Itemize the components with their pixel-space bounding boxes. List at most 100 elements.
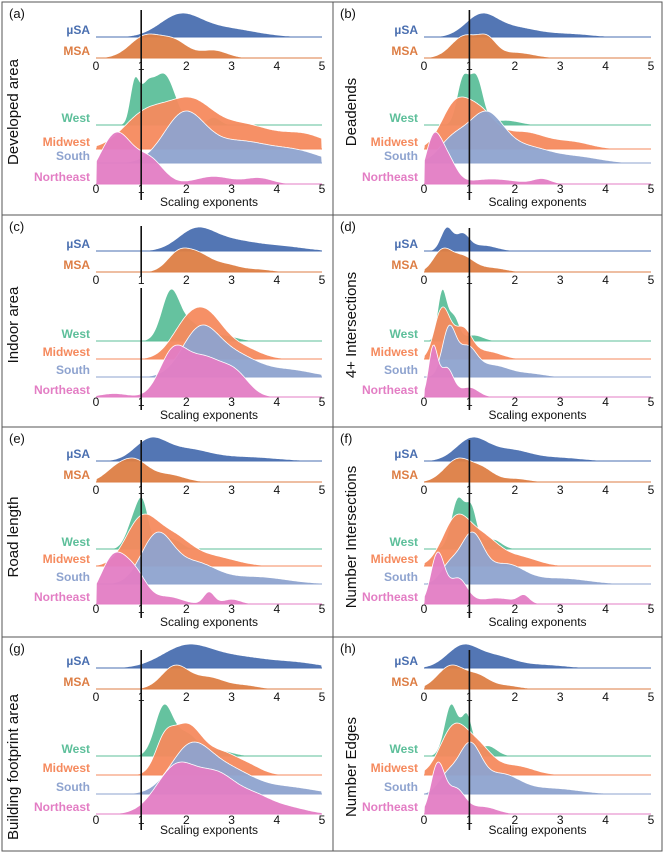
panel-e: (e) Road length µSA MSA West Midwest South Nort…: [1, 426, 334, 638]
tick-label-top: 3: [228, 59, 235, 73]
series-label-south: South: [56, 363, 90, 377]
tick-label-bottom: 2: [183, 395, 190, 409]
tick-label-bottom: 5: [319, 182, 326, 196]
tick-label-bottom: 2: [183, 602, 190, 616]
ridge-south: [423, 110, 651, 164]
tick-label-top: 4: [273, 273, 280, 287]
tick-label-bottom: 2: [511, 813, 518, 827]
panel-tag: (b): [340, 6, 356, 21]
ridge-msa: [423, 457, 651, 483]
series-label-northeast: Northeast: [362, 800, 418, 814]
series-label-west: West: [390, 111, 418, 125]
tick-label-bottom: 0: [421, 182, 428, 196]
x-axis-label: Scaling exponents: [488, 615, 586, 629]
series-label-west: West: [62, 742, 90, 756]
series-label-usa: µSA: [66, 447, 90, 461]
series-label-west: West: [390, 742, 418, 756]
tick-label-top: 3: [557, 690, 564, 704]
tick-label-bottom: 4: [273, 395, 280, 409]
series-label-usa: µSA: [66, 654, 90, 668]
ridge-usa: [422, 436, 651, 462]
tick-label-bottom: 3: [228, 813, 235, 827]
ridge-usa: [424, 226, 651, 252]
tick-label-top: 0: [93, 273, 100, 287]
series-label-msa: MSA: [391, 258, 418, 272]
series-label-northeast: Northeast: [362, 383, 418, 397]
series-label-west: West: [390, 535, 418, 549]
ridge-usa: [96, 226, 323, 252]
tick-label-top: 4: [273, 59, 280, 73]
tick-label-top: 3: [557, 273, 564, 287]
series-label-midwest: Midwest: [43, 135, 90, 149]
tick-label-top: 2: [183, 690, 190, 704]
series-label-west: West: [62, 535, 90, 549]
tick-label-top: 3: [557, 483, 564, 497]
y-axis-label: Deadends: [343, 78, 360, 146]
series-label-south: South: [56, 570, 90, 584]
tick-label-top: 5: [648, 690, 655, 704]
ridge-usa: [424, 12, 651, 38]
series-label-northeast: Northeast: [34, 590, 90, 604]
ridge-msa: [423, 247, 651, 273]
tick-label-top: 4: [273, 483, 280, 497]
tick-label-bottom: 3: [228, 182, 235, 196]
tick-label-top: 5: [319, 483, 326, 497]
series-label-usa: µSA: [394, 654, 418, 668]
series-label-west: West: [62, 111, 90, 125]
tick-label-bottom: 4: [273, 813, 280, 827]
tick-label-top: 4: [602, 483, 609, 497]
series-label-msa: MSA: [391, 44, 418, 58]
panel-tag: (d): [340, 219, 356, 234]
series-label-msa: MSA: [63, 44, 90, 58]
series-label-usa: µSA: [394, 237, 418, 251]
ridge-northeast: [96, 761, 323, 815]
y-axis-label: Developed area: [5, 58, 22, 165]
series-label-msa: MSA: [63, 258, 90, 272]
tick-label-top: 2: [511, 59, 518, 73]
series-label-northeast: Northeast: [362, 170, 418, 184]
tick-label-bottom: 3: [557, 602, 564, 616]
tick-label-top: 5: [648, 483, 655, 497]
panel-tag: (g): [9, 641, 25, 656]
tick-label-top: 0: [93, 690, 100, 704]
x-axis-label: Scaling exponents: [488, 408, 586, 422]
tick-label-bottom: 0: [421, 813, 428, 827]
tick-label-top: 2: [183, 59, 190, 73]
tick-label-top: 0: [421, 483, 428, 497]
tick-label-bottom: 4: [273, 602, 280, 616]
y-axis-label: Road length: [5, 497, 22, 578]
tick-label-bottom: 0: [93, 602, 100, 616]
ridge-usa: [96, 643, 323, 669]
tick-label-top: 0: [93, 59, 100, 73]
series-label-midwest: Midwest: [371, 761, 418, 775]
series-label-midwest: Midwest: [43, 761, 90, 775]
panel-g: (g) Building footprint area µSA MSA West Midw…: [1, 636, 334, 852]
series-label-usa: µSA: [394, 447, 418, 461]
tick-label-top: 0: [93, 483, 100, 497]
tick-label-top: 2: [183, 273, 190, 287]
y-axis-label: Number Edges: [343, 717, 360, 817]
tick-label-bottom: 3: [557, 813, 564, 827]
ridge-south: [423, 531, 651, 585]
ridge-msa: [422, 33, 651, 59]
tick-label-bottom: 0: [93, 813, 100, 827]
panel-tag: (f): [340, 431, 352, 446]
series-label-south: South: [384, 149, 418, 163]
tick-label-bottom: 5: [319, 602, 326, 616]
tick-label-top: 3: [557, 59, 564, 73]
tick-label-top: 2: [511, 483, 518, 497]
x-axis-label: Scaling exponents: [160, 823, 258, 837]
tick-label-bottom: 4: [602, 182, 609, 196]
tick-label-top: 2: [511, 690, 518, 704]
ridge-usa: [96, 12, 323, 38]
series-label-northeast: Northeast: [34, 170, 90, 184]
tick-label-top: 5: [319, 273, 326, 287]
series-label-northeast: Northeast: [34, 800, 90, 814]
series-label-msa: MSA: [63, 468, 90, 482]
series-label-usa: µSA: [394, 23, 418, 37]
panel-d: (d) 4+ Intersections µSA MSA West Midwest Sout…: [332, 214, 663, 428]
tick-label-bottom: 5: [319, 395, 326, 409]
tick-label-bottom: 4: [602, 813, 609, 827]
tick-label-top: 5: [648, 273, 655, 287]
